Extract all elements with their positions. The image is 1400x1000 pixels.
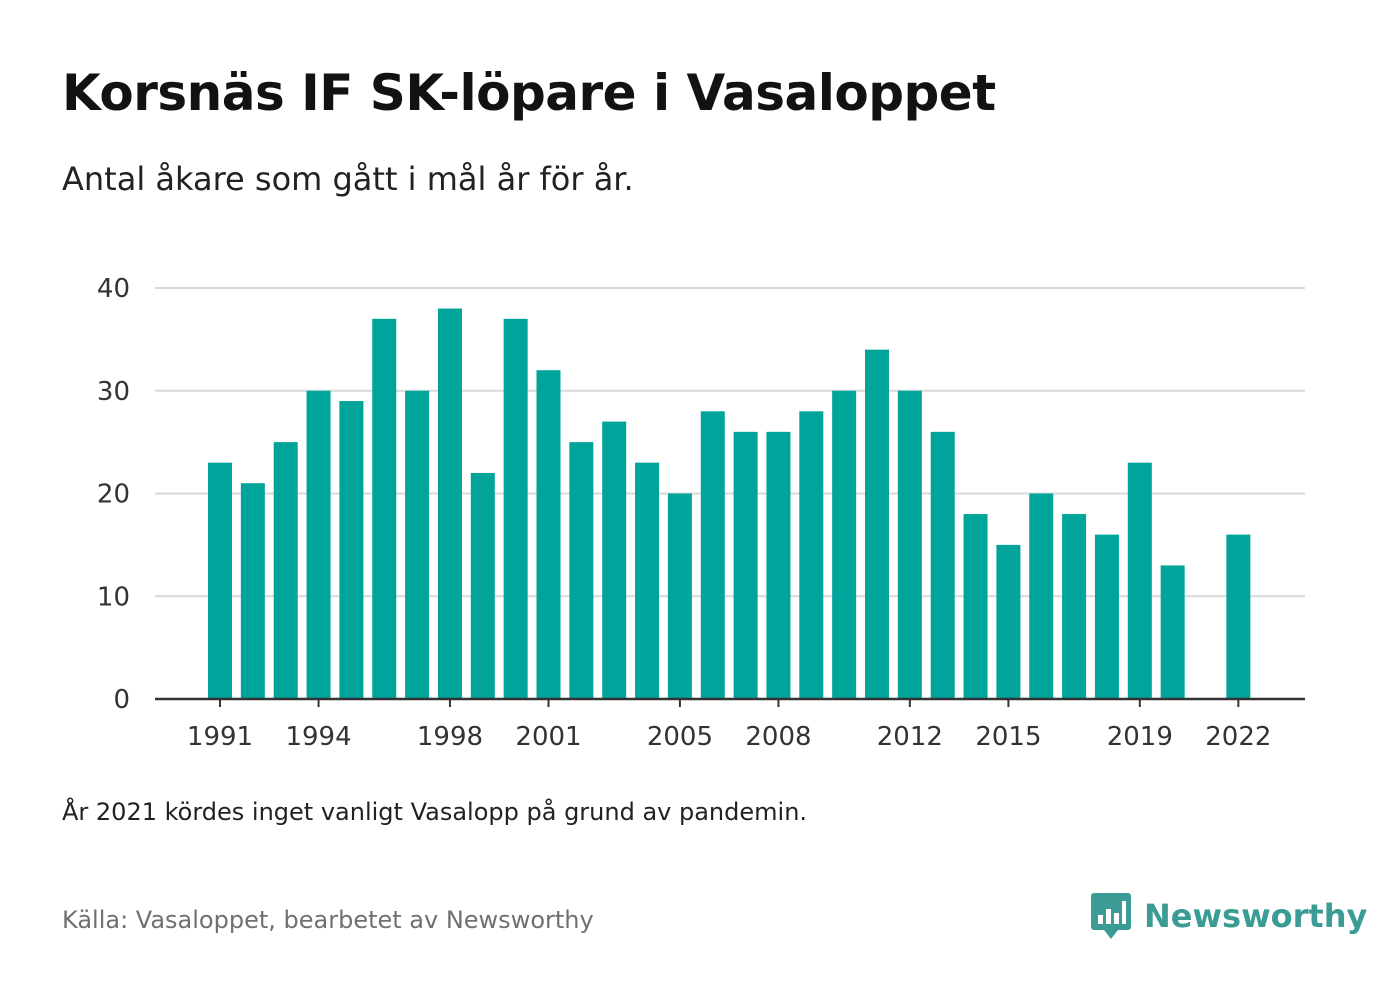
bar — [996, 544, 1021, 699]
bar — [1226, 534, 1251, 699]
x-tick-label: 1994 — [285, 722, 351, 752]
bar — [1160, 565, 1185, 699]
x-tick-label: 2008 — [745, 722, 811, 752]
bar — [405, 390, 430, 699]
source-credit: Källa: Vasaloppet, bearbetet av Newswort… — [62, 906, 594, 934]
bar — [700, 411, 725, 699]
brand-name: Newsworthy — [1144, 897, 1368, 935]
x-tick-label: 2022 — [1205, 722, 1271, 752]
chart-subtitle: Antal åkare som gått i mål år för år. — [62, 160, 634, 198]
x-tick-label: 2012 — [877, 722, 943, 752]
bar — [339, 401, 364, 699]
x-tick-label: 1998 — [417, 722, 483, 752]
bar — [437, 308, 462, 699]
bar — [503, 318, 528, 699]
bar — [865, 349, 889, 699]
bar — [799, 411, 824, 699]
bar — [372, 318, 397, 699]
x-tick-label: 1991 — [187, 722, 253, 752]
bar-chart: 0 10 20 30 40 1991 1994 1998 2001 2005 2008 2012 201… — [97, 274, 1305, 752]
bar — [897, 390, 922, 699]
bar — [569, 442, 594, 699]
newsworthy-logo-icon — [1091, 893, 1131, 939]
bar — [536, 370, 561, 699]
bar — [635, 462, 660, 699]
y-tick-label: 30 — [97, 377, 130, 407]
bar — [1127, 462, 1152, 699]
x-tick-label: 2019 — [1107, 722, 1173, 752]
y-tick-label: 0 — [113, 685, 130, 715]
x-tick-label: 2015 — [975, 722, 1041, 752]
bar — [733, 431, 758, 699]
bar — [766, 431, 791, 699]
y-tick-label: 10 — [97, 582, 130, 612]
y-tick-label: 40 — [97, 274, 130, 304]
y-tick-label: 20 — [97, 480, 130, 510]
bar — [930, 431, 955, 699]
bar — [602, 421, 627, 699]
bar — [1094, 534, 1119, 699]
bar — [667, 493, 692, 699]
bar — [832, 390, 857, 699]
bar — [470, 472, 495, 699]
bar — [1029, 493, 1054, 699]
bar — [1062, 514, 1087, 699]
newsworthy-brand: Newsworthy — [1090, 890, 1367, 942]
x-tick-label: 2005 — [647, 722, 713, 752]
bar — [963, 514, 988, 699]
x-tick-label: 2001 — [515, 722, 581, 752]
bar — [306, 390, 331, 699]
chart-title: Korsnäs IF SK-löpare i Vasaloppet — [62, 64, 996, 122]
bar — [273, 442, 298, 699]
footnote: År 2021 kördes inget vanligt Vasalopp på… — [62, 798, 808, 826]
bar — [240, 483, 265, 699]
bar — [208, 462, 232, 699]
